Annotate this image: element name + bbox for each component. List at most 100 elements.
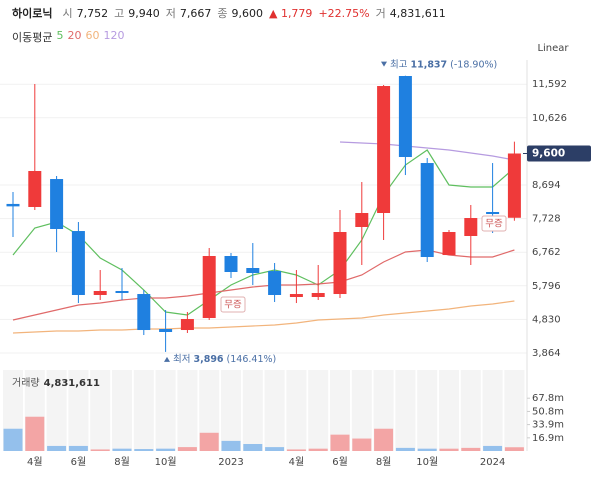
volume-bg [112,370,132,451]
ma-legend: 이동평균 5 20 60 120 [12,29,124,45]
volume-bg [199,370,220,451]
volume-bar [330,434,350,451]
candle-body [311,293,325,298]
x-tick-label: 4월 [27,456,43,468]
high-arrow [381,61,387,67]
volume-bar [265,447,285,451]
candle-body [355,213,369,227]
volume-bar [461,447,481,451]
current-price-tag [527,145,591,162]
low-marker-pct: (146.41%) [227,353,277,364]
legend-item: 60 [85,29,100,42]
candle-body [28,170,42,207]
quote-label: 종 [217,7,228,20]
quote-value: 9,600 [231,6,263,20]
volume-bg [221,370,241,451]
low-arrow [164,356,170,362]
high-marker-label: 최고 [390,59,408,70]
volume-bar [243,443,263,451]
y-tick-label: 16.9m [532,433,564,444]
volume-bar [47,445,67,451]
candle-body [289,294,303,298]
candle-body [71,231,85,295]
ma-line [339,141,515,161]
volume-bg [308,370,329,451]
current-price-label: 9,600 [532,147,565,159]
volume-bg [90,370,111,451]
low-marker: 최저 3,896 (146.41%) [173,353,276,364]
volume-bar [134,449,154,451]
y-tick-label: 5,796 [532,281,561,292]
volume-bar [374,428,394,451]
volume-bg [417,370,438,451]
note-box [481,215,507,232]
volume-bg [286,370,307,451]
volume-bg [68,370,89,451]
x-tick-label: 6월 [71,456,87,468]
y-tick-label: 7,728 [532,214,561,225]
y-tick-label: 33.9m [532,420,564,431]
volume-bg [351,370,372,451]
volume-bg [460,370,481,451]
note-box [220,296,246,313]
low-marker-value-label: 3,896 [193,353,223,364]
quote-header: 하이로닉 시 7,752 고 9,940 저 7,667 종 9,600 ▲ 1,779 +22.… [12,5,448,21]
y-tick-label: 8,694 [532,180,561,191]
candle-body [464,218,478,236]
y-tick-label: 6,762 [532,247,561,258]
x-tick-label: 4월 [289,456,305,468]
candle-body [377,86,391,214]
y-tick-label: 10,626 [532,113,567,124]
legend-title: 이동평균 [12,31,53,44]
high-marker-value-label: 11,837 [410,59,447,70]
price-change: ▲ 1,779 [268,6,313,20]
x-tick-label: 8월 [376,456,392,468]
volume-bg [264,370,285,451]
quote-label: 거 [375,7,386,20]
volume-bg [177,370,198,451]
quote-value: 9,940 [128,6,160,20]
quote-label: 고 [114,7,125,20]
ma-line [12,300,515,334]
candle-body [224,256,238,272]
quote-label: 시 [62,7,73,20]
candle-body [246,268,260,274]
volume-title: 거래량 4,831,611 [12,377,100,389]
volume-bar [504,447,524,451]
candle-body [115,290,129,294]
stock-name: 하이로닉 [12,7,53,20]
scale-button[interactable]: Linear [537,43,569,54]
candle-body [507,153,521,218]
volume-bar [308,448,328,451]
quote-value: 4,831,611 [389,6,446,20]
price-change-pct: +22.75% [318,6,370,20]
candle-body [180,319,194,331]
volume-bar [395,447,415,451]
ma-line [12,149,515,316]
volume-bar [286,449,306,451]
candle-body [6,203,20,207]
volume-bg [155,370,176,451]
volume-title-text: 거래량 [12,377,40,389]
legend-item: 20 [67,29,82,42]
volume-bar [90,449,110,451]
volume-bar [221,440,241,451]
y-tick-label: 67.8m [532,393,564,404]
x-tick-label: 6월 [332,456,348,468]
high-marker: 최고 11,837 (-18.90%) [390,59,497,70]
quote-label: 저 [165,7,176,20]
low-marker-label: 최저 [173,353,190,364]
candle-body [486,212,500,215]
volume-bar [439,448,459,451]
candle-body [442,232,456,256]
x-tick-label: 10월 [155,456,177,468]
volume-bar [3,428,23,451]
volume-bar [177,447,197,451]
x-tick-label: 2023 [218,457,243,468]
volume-bar [199,432,219,451]
y-tick-label: 50.8m [532,406,564,417]
volume-bar [25,416,45,451]
volume-bg [395,370,416,451]
candle-body [268,271,282,295]
